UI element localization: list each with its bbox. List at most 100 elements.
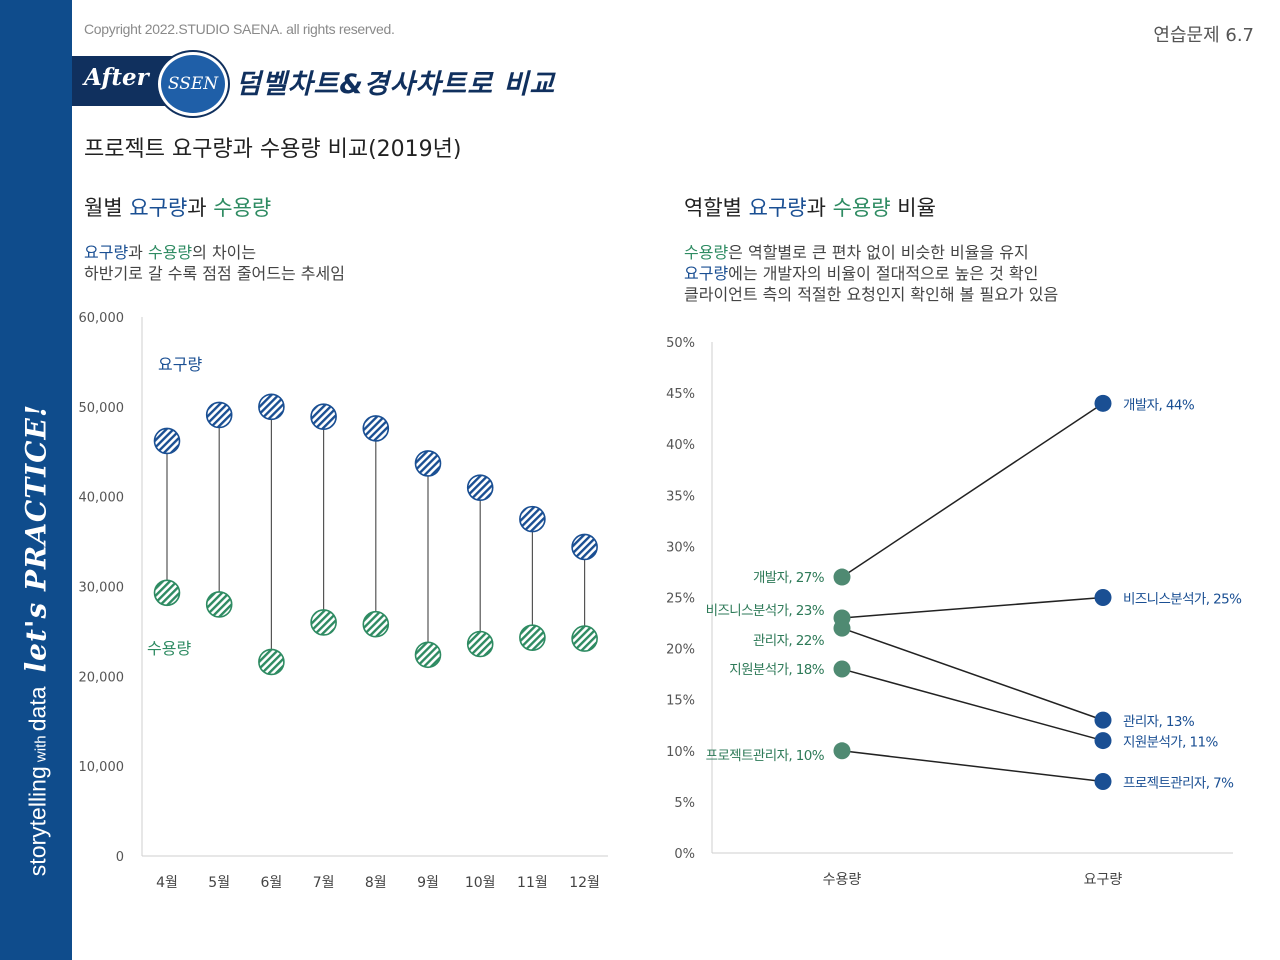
dumbbell-demand-dot <box>414 450 442 477</box>
slope-demand-dot <box>1094 711 1112 729</box>
slope-line <box>841 750 1104 783</box>
slope-y-tick-label: 35% <box>666 489 695 504</box>
dumbbell-x-tick-label: 10월 <box>465 875 496 891</box>
slope-y-tick-label: 25% <box>666 592 695 607</box>
slope-y-tick-label: 15% <box>666 694 695 709</box>
dumbbell-y-tick-label: 0 <box>116 850 124 865</box>
slope-supply-label: 개발자, 27% <box>753 570 825 586</box>
dumbbell-x-tick-label: 11월 <box>517 875 548 891</box>
dumbbell-y-tick-label: 40,000 <box>79 491 125 506</box>
dumbbell-y-tick-label: 60,000 <box>79 311 125 326</box>
left-desc-supply: 수용량 <box>147 243 193 262</box>
dumbbell-x-tick-label: 7월 <box>313 875 335 891</box>
slope-demand-label: 비즈니스분석가, 25% <box>1123 592 1242 608</box>
dumbbell-supply-dot <box>258 648 285 676</box>
dumbbell-demand-dot <box>310 403 337 431</box>
dumbbell-y-tick-label: 30,000 <box>79 581 125 596</box>
sidebar: storytelling with datalet's PRACTICE! <box>0 0 72 960</box>
dumbbell-y-tick-label: 10,000 <box>79 760 125 775</box>
right-title-mid: 과 <box>806 196 833 220</box>
dumbbell-demand-dot <box>519 505 546 533</box>
copyright-text: Copyright 2022.STUDIO SAENA. all rights … <box>84 21 395 37</box>
slope-supply-label: 관리자, 22% <box>753 633 825 649</box>
dumbbell-demand-dot <box>571 533 598 561</box>
slope-y-tick-label: 30% <box>666 540 695 555</box>
slope-demand-dot <box>1094 772 1112 790</box>
left-title-mid: 과 <box>187 196 214 220</box>
slope-demand-label: 개발자, 44% <box>1123 397 1195 413</box>
dumbbell-demand-annotation: 요구량 <box>158 355 202 374</box>
slope-y-tick-label: 50% <box>666 336 695 351</box>
dumbbell-supply-dot <box>571 625 598 652</box>
slope-line <box>841 596 1104 619</box>
right-desc-demand: 요구량 <box>684 264 729 283</box>
slope-x-tick-label: 수용량 <box>823 872 862 888</box>
slope-supply-dot <box>833 742 851 760</box>
dumbbell-x-tick-label: 4월 <box>156 875 178 891</box>
left-title-prefix: 월별 <box>84 196 130 220</box>
right-section-title: 역할별 요구량과 수용량 비율 <box>684 192 936 222</box>
slope-y-tick-label: 40% <box>666 438 695 453</box>
after-badge <box>72 56 172 106</box>
slope-x-tick-label: 요구량 <box>1084 872 1123 888</box>
dumbbell-chart: 0 10,000 20,000 30,000 40,000 50,000 60,000 4월 5… <box>79 311 608 891</box>
right-desc-rest2: 에는 개발자의 비율이 절대적으로 높은 것 확인 <box>728 264 1039 283</box>
right-title-prefix: 역할별 <box>684 196 749 220</box>
slope-line <box>841 402 1104 578</box>
dumbbell-supply-dot <box>414 641 442 669</box>
right-title-suffix: 비율 <box>890 196 936 220</box>
dumbbell-x-tick-label: 5월 <box>208 875 230 891</box>
ssen-label: SSEN <box>167 74 219 94</box>
right-desc-line1: 수용량은 역할별로 큰 편차 없이 비슷한 비율을 유지 <box>684 242 1058 263</box>
dumbbell-supply-dot <box>310 609 337 636</box>
slope-supply-label: 비즈니스분석가, 23% <box>706 603 825 619</box>
page-title: 프로젝트 요구량과 수용량 비교(2019년) <box>84 137 462 162</box>
left-title-supply: 수용량 <box>213 196 272 220</box>
slope-y-tick-label: 45% <box>666 387 695 402</box>
right-desc-supply: 수용량 <box>684 243 729 262</box>
slope-demand-dot <box>1094 394 1112 412</box>
slope-demand-dot <box>1094 732 1112 750</box>
slope-y-tick-label: 5% <box>674 796 695 811</box>
left-title-demand: 요구량 <box>129 196 188 220</box>
dumbbell-x-tick-label: 9월 <box>417 875 439 891</box>
left-desc-rest: 의 차이는 <box>192 243 257 262</box>
slope-demand-dot <box>1094 589 1112 606</box>
dumbbell-demand-dot <box>466 474 494 501</box>
dumbbell-demand-dot <box>258 393 285 421</box>
dumbbell-demand-dot <box>362 415 390 442</box>
right-desc-rest1: 은 역할별로 큰 편차 없이 비슷한 비율을 유지 <box>728 243 1029 262</box>
dumbbell-supply-dot <box>362 610 390 638</box>
left-desc-mid: 과 <box>128 243 148 262</box>
slope-line <box>841 668 1104 742</box>
page-number: 연습문제 6.7 <box>1153 25 1254 46</box>
dumbbell-supply-dot <box>466 630 494 658</box>
dumbbell-demand-dot <box>205 401 233 429</box>
right-title-supply: 수용량 <box>832 196 891 220</box>
slope-demand-label: 관리자, 13% <box>1123 714 1195 730</box>
slope-demand-label: 프로젝트관리자, 7% <box>1123 775 1234 791</box>
dumbbell-x-tick-label: 6월 <box>261 875 283 891</box>
right-desc-line3: 클라이언트 측의 적절한 요청인지 확인해 볼 필요가 있음 <box>684 285 1059 304</box>
slope-supply-dot <box>833 619 851 637</box>
left-desc-line2: 하반기로 갈 수록 점점 줄어드는 추세임 <box>84 264 345 283</box>
right-title-demand: 요구량 <box>748 196 807 220</box>
after-label: After <box>84 64 149 91</box>
banner-title: 덤벨차트&경사차트로 비교 <box>236 69 556 100</box>
left-desc-line1: 요구량과 수용량의 차이는 <box>84 242 345 263</box>
dumbbell-supply-dot <box>519 624 546 652</box>
slope-line <box>841 627 1104 721</box>
slope-y-tick-label: 0% <box>674 847 695 862</box>
slope-y-tick-label: 20% <box>666 643 695 658</box>
right-description: 수용량은 역할별로 큰 편차 없이 비슷한 비율을 유지 요구량에는 개발자의 … <box>684 242 1058 305</box>
slope-supply-label: 프로젝트관리자, 10% <box>706 748 825 764</box>
dumbbell-supply-annotation: 수용량 <box>147 639 191 658</box>
slope-y-tick-label: 10% <box>666 745 695 760</box>
left-desc-demand: 요구량 <box>84 243 129 262</box>
slope-chart: 0% 5% 10% 15% 20% 25% 30% 35% 40% 45% 50% 수용량 요구량 개발자… <box>666 336 1243 888</box>
dumbbell-x-tick-label: 8월 <box>365 875 387 891</box>
right-desc-line2: 요구량에는 개발자의 비율이 절대적으로 높은 것 확인 <box>684 263 1058 284</box>
dumbbell-y-tick-label: 50,000 <box>79 401 125 416</box>
slope-supply-label: 지원분석가, 18% <box>729 662 824 678</box>
